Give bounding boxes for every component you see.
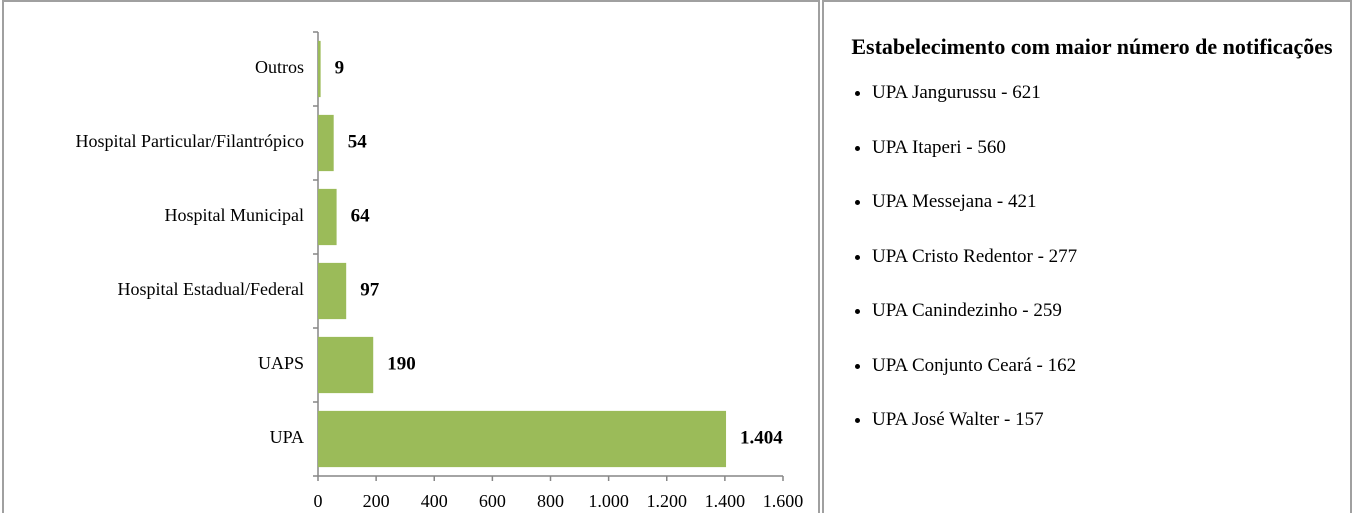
x-tick-label: 1.000 (588, 491, 629, 511)
value-label: 54 (348, 131, 368, 152)
panel-title: Estabelecimento com maior número de noti… (851, 34, 1333, 59)
x-tick-label: 1.400 (705, 491, 746, 511)
bar (318, 262, 347, 320)
value-label: 1.404 (740, 427, 783, 448)
ranking-list: UPA Jangurussu - 621UPA Itaperi - 560UPA… (824, 77, 1350, 459)
value-label: 64 (351, 205, 371, 226)
category-label: Hospital Particular/Filantrópico (76, 131, 304, 151)
category-label: UPA (270, 427, 304, 447)
x-tick-label: 1.200 (647, 491, 688, 511)
ranking-item: UPA Messejana - 421 (872, 186, 1350, 241)
value-label: 190 (387, 353, 416, 374)
bar (318, 188, 337, 246)
ranking-item: UPA Itaperi - 560 (872, 132, 1350, 187)
ranking-item: UPA Conjunto Ceará - 162 (872, 350, 1350, 405)
category-label: Hospital Estadual/Federal (118, 279, 304, 299)
category-label: Hospital Municipal (165, 205, 304, 225)
category-label: UAPS (258, 353, 304, 373)
bar (318, 410, 727, 468)
chart-panel: 0 200 400 600 800 1.000 1.200 1.400 1.600 Outros 9… (2, 0, 820, 513)
ranking-item: UPA Jangurussu - 621 (872, 77, 1350, 132)
value-label: 97 (360, 279, 380, 300)
ranking-item: UPA Cristo Redentor - 277 (872, 241, 1350, 296)
bar (318, 114, 334, 172)
x-tick-label: 200 (363, 491, 390, 511)
x-tick-label: 400 (421, 491, 448, 511)
ranking-item: UPA José Walter - 157 (872, 404, 1350, 459)
chart: 0 200 400 600 800 1.000 1.200 1.400 1.600 Outros 9… (76, 31, 804, 511)
x-tick-label: 0 (314, 491, 323, 511)
bar (318, 40, 321, 98)
category-label: Outros (255, 57, 304, 77)
ranking-item: UPA Canindezinho - 259 (872, 295, 1350, 350)
value-label: 9 (335, 57, 345, 78)
bar (318, 336, 374, 394)
x-tick-label: 800 (537, 491, 564, 511)
x-tick-label: 1.600 (763, 491, 804, 511)
ranking-panel: Estabelecimento com maior número de noti… (822, 0, 1352, 513)
x-tick-label: 600 (479, 491, 506, 511)
